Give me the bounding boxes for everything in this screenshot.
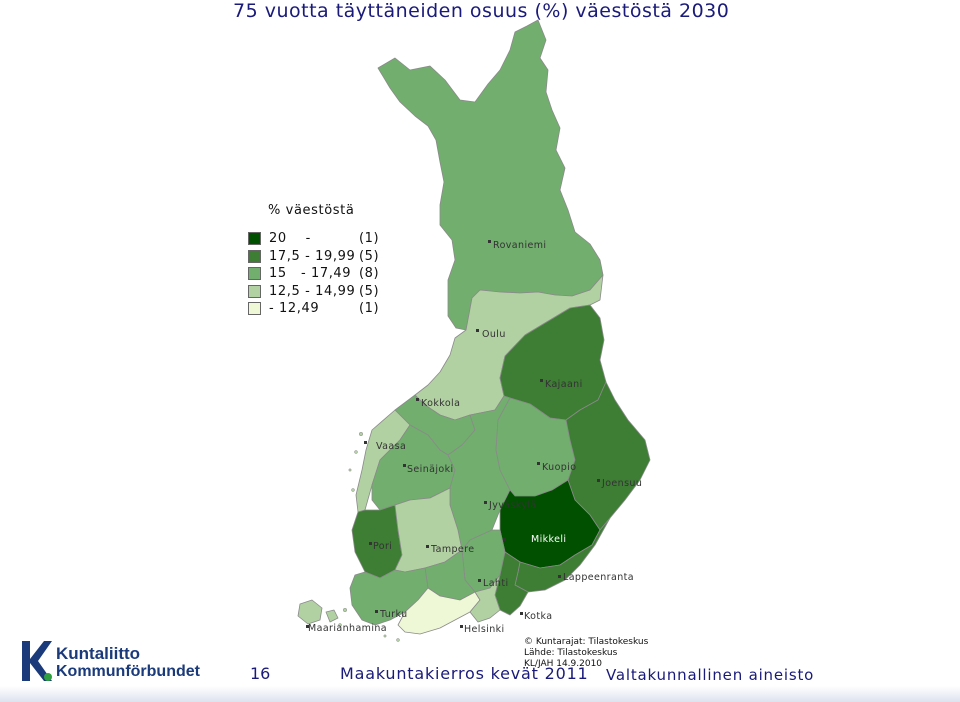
kuntaliitto-logo-icon <box>22 641 52 681</box>
city-label-kajaani: Kajaani <box>545 379 583 390</box>
logo-text-primary: Kuntaliitto <box>56 644 141 663</box>
legend-swatch <box>248 284 261 298</box>
logo-text-secondary: Kommunförbundet <box>56 663 200 680</box>
city-label-turku: Turku <box>379 609 408 620</box>
legend-count: (1) <box>359 301 380 317</box>
city-label-lappeenranta: Lappeenranta <box>563 572 634 583</box>
source-line: Lähde: Tilastokeskus <box>524 648 618 658</box>
legend-count: (8) <box>359 266 380 282</box>
city-label-maarianhamina: Maarianhamina <box>308 623 387 634</box>
city-label-vaasa: Vaasa <box>376 441 406 452</box>
legend-count: (5) <box>359 283 380 299</box>
legend-count: (5) <box>359 248 380 264</box>
legend-swatch <box>248 302 261 316</box>
source-line: KL/JAH 14.9.2010 <box>524 659 603 669</box>
city-label-mikkeli: Mikkeli <box>531 534 566 545</box>
legend-swatch <box>248 249 261 263</box>
city-label-kotka: Kotka <box>524 611 552 622</box>
legend: % väestöstä 20 - (1) 17,5 - 19,99 (5) 15… <box>248 203 389 318</box>
city-label-kokkola: Kokkola <box>421 398 460 409</box>
source-note: © Kuntarajat: Tilastokeskus Lähde: Tilas… <box>524 637 648 670</box>
city-markers <box>306 240 600 628</box>
source-line: © Kuntarajat: Tilastokeskus <box>524 637 649 647</box>
city-label-seinajoki: Seinäjoki <box>407 464 454 475</box>
legend-swatch <box>248 232 261 246</box>
city-label-jyvaskyla: Jyväskylä <box>488 500 537 511</box>
legend-range: 17,5 - 19,99 <box>269 248 356 264</box>
region-eastern-uusimaa <box>469 574 501 623</box>
legend-range: - 12,49 <box>269 301 320 317</box>
legend-item: - 12,49 (1) <box>248 300 389 318</box>
legend-count: (1) <box>359 231 380 247</box>
footer-bar <box>0 686 960 702</box>
legend-swatch <box>248 267 261 281</box>
legend-range: 15 - 17,49 <box>269 266 352 282</box>
region-aland <box>297 599 323 625</box>
legend-item: 17,5 - 19,99 (5) <box>248 248 389 266</box>
legend-range: 20 - <box>269 231 311 247</box>
city-label-helsinki: Helsinki <box>464 624 505 635</box>
city-label-rovaniemi: Rovaniemi <box>493 240 546 251</box>
city-label-joensuu: Joensuu <box>601 478 642 489</box>
city-label-kuopio: Kuopio <box>542 462 576 473</box>
region-north-karelia <box>565 381 651 531</box>
page-number: 16 <box>250 664 271 683</box>
city-label-pori: Pori <box>373 541 392 552</box>
map-title: 75 vuotta täyttäneiden osuus (%) väestös… <box>233 0 730 22</box>
legend-item: 20 - (1) <box>248 230 389 248</box>
legend-title: % väestöstä <box>268 203 355 218</box>
city-label-lahti: Lahti <box>483 578 509 589</box>
city-label-tampere: Tampere <box>430 544 475 555</box>
legend-item: 15 - 17,49 (8) <box>248 265 389 283</box>
footer-material: Valtakunnallinen aineisto <box>606 666 815 684</box>
footer-event: Maakuntakierros kevät 2011 <box>340 664 589 683</box>
region-lapland <box>377 19 604 331</box>
legend-item: 12,5 - 14,99 (5) <box>248 283 389 301</box>
region-aland-islands <box>325 609 339 623</box>
island-specks <box>338 431 400 642</box>
region-ostrobothnia <box>355 409 411 513</box>
legend-range: 12,5 - 14,99 <box>269 283 356 299</box>
city-label-oulu: Oulu <box>482 329 506 340</box>
